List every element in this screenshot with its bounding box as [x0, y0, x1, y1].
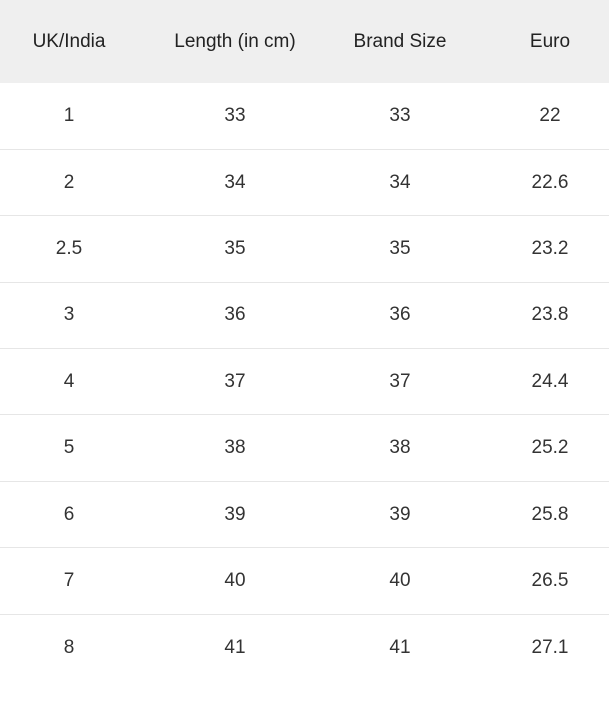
table-row: 2.5 35 35 23.2 — [0, 216, 609, 283]
table-body: 1 33 33 22 2 34 34 22.6 2.5 35 35 23.2 3 36 36 23.8 4 37 3… — [0, 83, 609, 681]
cell-uk-india: 2.5 — [55, 237, 83, 259]
cell-length: 35 — [224, 237, 246, 259]
table-row: 7 40 40 26.5 — [0, 548, 609, 615]
cell-uk-india: 6 — [63, 503, 75, 525]
cell-euro: 22.6 — [531, 171, 569, 193]
cell-uk-india: 2 — [63, 171, 75, 193]
cell-euro: 26.5 — [531, 569, 569, 591]
cell-brand-size: 33 — [389, 104, 411, 126]
cell-euro: 24.4 — [531, 370, 569, 392]
cell-length: 33 — [224, 104, 246, 126]
cell-euro: 23.2 — [531, 237, 569, 259]
table-header: UK/India Length (in cm) Brand Size Euro — [0, 0, 609, 83]
table-row: 2 34 34 22.6 — [0, 149, 609, 216]
cell-euro: 25.8 — [531, 503, 569, 525]
cell-length: 36 — [224, 304, 246, 326]
cell-length: 38 — [224, 437, 246, 459]
cell-length: 37 — [224, 370, 246, 392]
cell-uk-india: 7 — [63, 569, 75, 591]
cell-euro: 23.8 — [531, 304, 569, 326]
table-row: 6 39 39 25.8 — [0, 481, 609, 548]
cell-brand-size: 40 — [389, 569, 411, 591]
cell-brand-size: 38 — [389, 437, 411, 459]
cell-brand-size: 39 — [389, 503, 411, 525]
header-length: Length (in cm) — [174, 30, 296, 52]
size-chart-table: UK/India Length (in cm) Brand Size Euro … — [0, 0, 609, 681]
cell-length: 39 — [224, 503, 246, 525]
cell-euro: 25.2 — [531, 437, 569, 459]
cell-brand-size: 36 — [389, 304, 411, 326]
cell-length: 41 — [224, 636, 246, 658]
cell-length: 40 — [224, 569, 246, 591]
cell-uk-india: 1 — [63, 104, 75, 126]
cell-brand-size: 37 — [389, 370, 411, 392]
table-row: 3 36 36 23.8 — [0, 282, 609, 349]
cell-uk-india: 4 — [63, 370, 75, 392]
table-row: 4 37 37 24.4 — [0, 349, 609, 415]
header-uk-india: UK/India — [32, 30, 106, 52]
cell-brand-size: 41 — [389, 636, 411, 658]
cell-uk-india: 5 — [63, 437, 75, 459]
table-row: 1 33 33 22 — [0, 83, 609, 150]
cell-euro: 27.1 — [531, 636, 569, 658]
cell-euro: 22 — [539, 104, 561, 126]
table-row: 8 41 41 27.1 — [0, 614, 609, 680]
header-euro: Euro — [529, 30, 571, 52]
cell-brand-size: 35 — [389, 237, 411, 259]
cell-brand-size: 34 — [389, 171, 411, 193]
table-row: 5 38 38 25.2 — [0, 415, 609, 482]
header-brand-size: Brand Size — [353, 30, 447, 52]
cell-uk-india: 3 — [63, 304, 75, 326]
header-row: UK/India Length (in cm) Brand Size Euro — [0, 0, 609, 83]
cell-length: 34 — [224, 171, 246, 193]
cell-uk-india: 8 — [63, 636, 75, 658]
